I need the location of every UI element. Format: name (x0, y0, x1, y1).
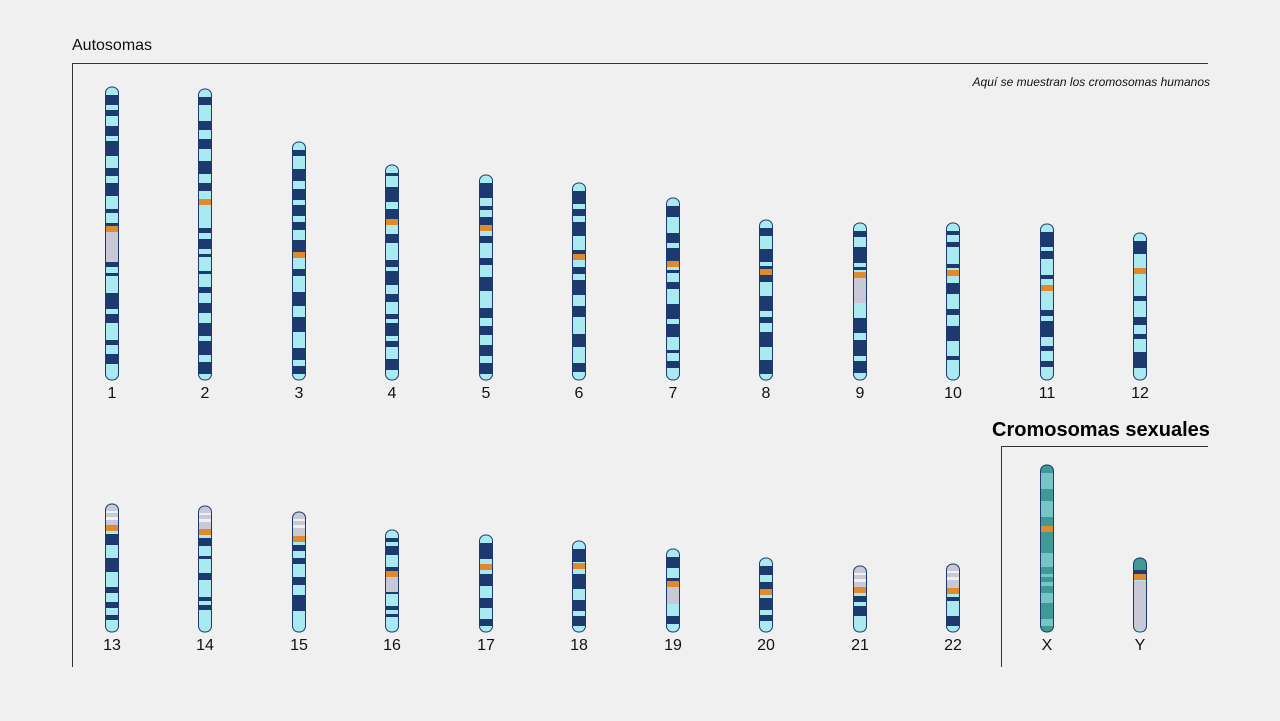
centromere (946, 588, 960, 594)
chromosome-label: 8 (762, 385, 771, 402)
chromosome-Y: Y (1133, 557, 1147, 654)
chromosome-21: 21 (851, 565, 869, 654)
sex-chromosomes-title: Cromosomas sexuales (992, 419, 1210, 441)
chromosome-label: Y (1135, 637, 1146, 654)
centromere (105, 525, 119, 531)
centromere (759, 589, 773, 595)
chromosome-6: 6 (572, 182, 586, 402)
chromosome-12: 12 (1131, 232, 1149, 402)
figure-caption: Aquí se muestran los cromosomas humanos (972, 75, 1210, 89)
chromosome-label: 10 (944, 385, 962, 402)
centromere (479, 564, 493, 570)
centromere (292, 536, 306, 542)
chromosome-18: 18 (570, 540, 588, 654)
autosomes-title: Autosomas (72, 37, 153, 54)
chromosome-2: 2 (198, 88, 212, 402)
centromere (1040, 285, 1054, 291)
chromosome-label: 20 (757, 637, 775, 654)
centromere (759, 269, 773, 275)
chromosome-20: 20 (757, 557, 775, 654)
centromere (198, 199, 212, 205)
chromosome-9: 9 (853, 222, 867, 402)
chromosome-label: 16 (383, 637, 401, 654)
centromere (666, 581, 680, 587)
chromosome-label: 4 (388, 385, 397, 402)
chromosome-label: 17 (477, 637, 495, 654)
chromosome-17: 17 (477, 534, 495, 654)
chromosome-22: 22 (944, 563, 962, 654)
chromosome-19: 19 (664, 548, 682, 654)
chromosome-label: 1 (108, 385, 117, 402)
chromosome-label: 5 (482, 385, 491, 402)
chromosome-8: 8 (759, 219, 773, 402)
chromosome-13: 13 (103, 503, 121, 654)
chromosome-7: 7 (666, 197, 680, 402)
chromosome-14: 14 (196, 505, 214, 654)
autosomes-frame-top (72, 63, 1208, 64)
chromosome-label: 21 (851, 637, 869, 654)
centromere (1040, 526, 1054, 532)
chromosome-X: X (1040, 464, 1054, 654)
chromosome-label: 22 (944, 637, 962, 654)
centromere (666, 261, 680, 267)
chromosome-label: 15 (290, 637, 308, 654)
chromosome-10: 10 (944, 222, 962, 402)
chromosome-label: 2 (201, 385, 210, 402)
chromosome-label: 13 (103, 637, 121, 654)
chromosome-11: 11 (1039, 223, 1056, 402)
chromosome-label: 18 (570, 637, 588, 654)
chromosome-16: 16 (383, 529, 401, 654)
centromere (385, 219, 399, 225)
chromosome-label: 9 (856, 385, 865, 402)
centromere (479, 225, 493, 231)
centromere (198, 529, 212, 535)
centromere (1133, 268, 1147, 274)
chromosome-label: 14 (196, 637, 214, 654)
chromosome-1: 1 (105, 86, 119, 402)
chromosome-3: 3 (292, 141, 306, 402)
chromosome-4: 4 (385, 164, 399, 402)
chromosome-label: 11 (1039, 385, 1056, 402)
chromosome-5: 5 (479, 174, 493, 402)
chromosome-label: 6 (575, 385, 584, 402)
chromosome-label: 3 (295, 385, 304, 402)
centromere (853, 587, 867, 593)
centromere (946, 270, 960, 276)
chromosome-label: 19 (664, 637, 682, 654)
centromere (1133, 574, 1147, 580)
chromosome-label: X (1042, 637, 1053, 654)
centromere (105, 226, 119, 232)
sex-chromosomes-frame-left (1001, 446, 1002, 667)
chromosome-label: 12 (1131, 385, 1149, 402)
centromere (572, 563, 586, 569)
centromere (292, 252, 306, 258)
centromere (853, 272, 867, 278)
centromere (385, 571, 399, 577)
chromosome-15: 15 (290, 511, 308, 654)
chromosome-label: 7 (669, 385, 678, 402)
sex-chromosomes-frame-top (1001, 446, 1208, 447)
autosomes-frame-left (72, 63, 73, 667)
centromere (572, 254, 586, 260)
